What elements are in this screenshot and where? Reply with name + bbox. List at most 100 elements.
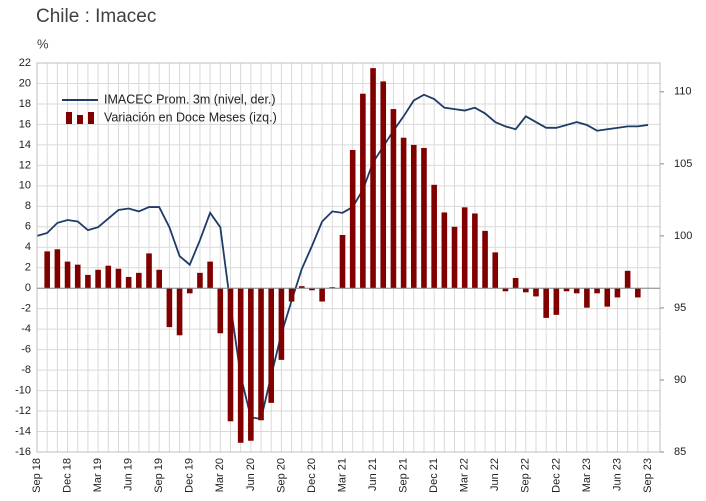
y-tick-label: -14 [15, 425, 31, 437]
bar [95, 269, 101, 289]
grid [36, 62, 660, 453]
y-tick-label: 12 [19, 159, 31, 171]
bar [339, 234, 346, 289]
x-tick-label: Sep 18 [31, 458, 43, 493]
bar [624, 270, 631, 289]
y-tick-label: 22 [19, 57, 31, 69]
y2-tick-label: 95 [674, 302, 686, 314]
bar [288, 288, 295, 302]
bar [400, 137, 407, 289]
bar [268, 288, 275, 403]
bar [594, 288, 600, 294]
bar [309, 288, 315, 291]
y2-tick-label: 110 [674, 86, 692, 98]
x-tick-label: Jun 22 [489, 458, 501, 491]
bar [125, 276, 132, 289]
y-tick-label: -12 [15, 405, 31, 417]
bar [217, 288, 224, 334]
bar [461, 207, 468, 289]
y-tick-label: 16 [19, 118, 31, 130]
plot-frame [36, 62, 661, 453]
x-tick-label: Sep 23 [642, 458, 654, 493]
x-tick-label: Jun 21 [367, 458, 379, 491]
bar [298, 286, 305, 289]
bar [136, 272, 142, 289]
x-tick-label: Sep 22 [520, 458, 532, 493]
bar [472, 213, 478, 289]
x-tick-label: Sep 19 [153, 458, 165, 493]
bar [146, 253, 152, 289]
legend-label: IMACEC Prom. 3m (nivel, der.) [104, 92, 276, 106]
bar [370, 68, 376, 289]
x-tick-label: Jun 20 [245, 458, 257, 491]
bar [431, 184, 437, 289]
legend-bar [88, 112, 94, 124]
x-tick-label: Sep 21 [398, 458, 410, 493]
bar [522, 288, 529, 293]
bar [349, 150, 356, 289]
y-tick-label: 4 [25, 241, 31, 253]
bar [553, 288, 560, 315]
bar [278, 288, 285, 360]
chart-title: Chile : Imacec [36, 6, 156, 27]
y-tick-label: 18 [19, 98, 31, 110]
bar [563, 288, 570, 292]
y2-tick-label: 105 [674, 158, 692, 170]
bar [635, 288, 641, 298]
bar [380, 81, 387, 289]
bar [492, 252, 499, 289]
x-tick-label: Dec 22 [550, 458, 562, 493]
bar [74, 264, 81, 289]
y-tick-label: 0 [25, 282, 31, 294]
y-tick-label: 2 [25, 262, 31, 274]
x-tick-label: Jun 19 [123, 458, 135, 491]
y-tick-label: -2 [21, 303, 31, 315]
x-tick-label: Dec 21 [428, 458, 440, 493]
x-tick-label: Mar 22 [459, 458, 471, 492]
y-tick-label: 8 [25, 200, 31, 212]
bar [390, 109, 397, 289]
x-tick-label: Jun 23 [611, 458, 623, 491]
x-tick-label: Dec 20 [306, 458, 318, 493]
bar [105, 265, 112, 289]
y-tick-label: 10 [19, 180, 31, 192]
bar [248, 288, 254, 441]
bar [227, 288, 234, 422]
bar [207, 261, 213, 289]
x-tick-label: Mar 23 [581, 458, 593, 492]
bar [543, 288, 549, 318]
y2-tick-label: 85 [674, 446, 686, 458]
bar [44, 251, 50, 289]
bar [573, 288, 580, 294]
bar [482, 230, 488, 289]
bar [451, 226, 458, 289]
marks [36, 68, 649, 443]
bar [64, 261, 71, 289]
x-tick-label: Dec 19 [184, 458, 196, 493]
y-tick-label: 20 [19, 77, 31, 89]
legend-label: Variación en Doce Meses (izq.) [104, 110, 277, 124]
bar [329, 287, 336, 289]
y-tick-label: -10 [15, 384, 31, 396]
bar [604, 288, 611, 307]
x-tick-label: Mar 19 [92, 458, 104, 492]
bar [85, 274, 91, 289]
bar [360, 93, 366, 289]
y-tick-label: -8 [21, 364, 31, 376]
y-tick-label: 6 [25, 221, 31, 233]
bar [156, 269, 163, 289]
x-tick-label: Mar 21 [336, 458, 348, 492]
bar [614, 288, 621, 298]
y2-tick-label: 90 [674, 374, 686, 386]
bar [502, 288, 509, 292]
bar [258, 288, 264, 421]
bar [533, 288, 539, 297]
y-tick-label: 14 [19, 139, 31, 151]
bar [197, 272, 203, 289]
x-tick-label: Mar 20 [214, 458, 226, 492]
bar [176, 288, 183, 336]
bar [166, 288, 173, 328]
bar [410, 144, 417, 289]
bar [512, 277, 519, 289]
